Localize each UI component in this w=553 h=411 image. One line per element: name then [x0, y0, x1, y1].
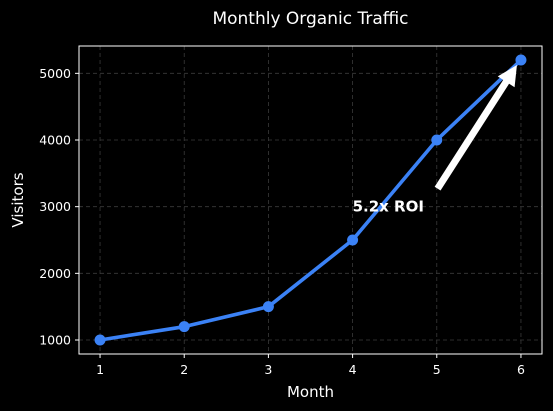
data-point: [347, 234, 359, 246]
chart-title: Monthly Organic Traffic: [212, 9, 408, 29]
grid: [79, 46, 542, 354]
annotation-arrowhead: [497, 65, 517, 88]
plot-frame: [78, 45, 543, 355]
x-tick-label: 4: [349, 362, 357, 377]
data-point: [94, 334, 106, 346]
x-tick-label: 2: [180, 362, 188, 377]
data-point: [262, 301, 274, 313]
y-tick-label: 5000: [39, 66, 71, 81]
x-tick-label: 1: [96, 362, 104, 377]
y-tick-label: 2000: [39, 266, 71, 281]
data-point: [431, 134, 443, 146]
annotation-arrow: [434, 78, 511, 191]
y-tick-label: 4000: [39, 133, 71, 148]
data-point: [178, 321, 190, 333]
data-points: [94, 54, 527, 346]
y-tick-label: 3000: [39, 199, 71, 214]
x-axis-label: Month: [287, 383, 334, 401]
annotation-text: 5.2x ROI: [353, 198, 424, 216]
x-tick-label: 6: [517, 362, 525, 377]
x-axis-ticks: 1 2 3 4 5 6: [96, 354, 525, 377]
data-point: [515, 54, 527, 66]
annotation: 5.2x ROI: [353, 65, 517, 216]
y-axis-label: Visitors: [9, 172, 27, 227]
x-tick-label: 5: [433, 362, 441, 377]
series-line: [98, 58, 523, 342]
y-axis-ticks: 1000 2000 3000 4000 5000: [39, 66, 79, 348]
x-tick-label: 3: [264, 362, 272, 377]
y-tick-label: 1000: [39, 333, 71, 348]
